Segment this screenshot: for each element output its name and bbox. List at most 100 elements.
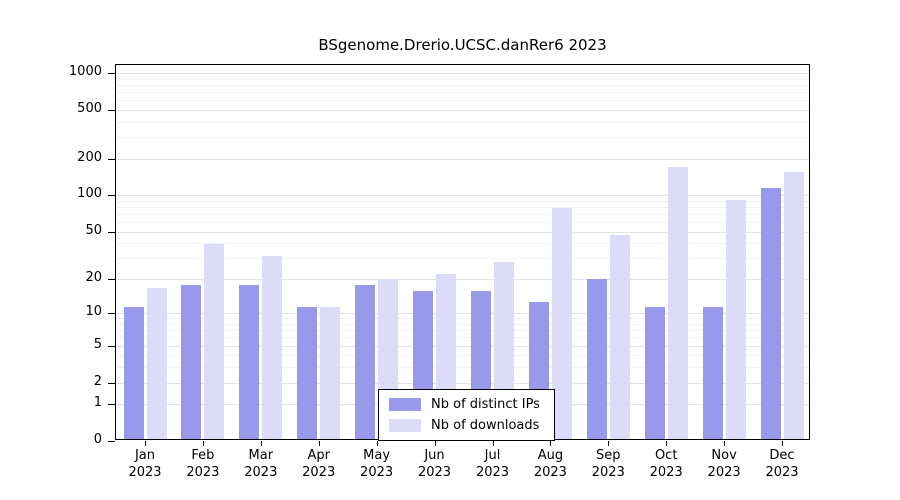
y-tick-mark — [108, 158, 115, 160]
legend-item-downloads: Nb of downloads — [389, 418, 540, 433]
legend-item-distinct-ips: Nb of distinct IPs — [389, 397, 540, 412]
legend-swatch-downloads — [389, 419, 421, 432]
y-tick-mark — [108, 73, 115, 74]
x-tick-mark — [492, 441, 494, 446]
major-gridline — [116, 158, 809, 160]
bar-downloads — [783, 171, 804, 439]
bar-distinct-ips — [355, 285, 376, 439]
x-tick-mark — [550, 441, 552, 446]
x-tick-mark — [608, 441, 610, 446]
major-gridline — [116, 313, 809, 315]
bar-distinct-ips — [297, 306, 318, 439]
x-tick-mark — [434, 441, 436, 446]
minor-gridline — [116, 243, 809, 245]
legend-swatch-distinct-ips — [389, 398, 421, 411]
y-tick-label: 1000 — [68, 64, 102, 79]
major-gridline — [116, 231, 809, 233]
minor-gridline — [116, 355, 809, 357]
y-tick-label: 2 — [93, 373, 102, 389]
minor-gridline — [116, 330, 809, 332]
x-tick-label: Nov 2023 — [707, 448, 741, 480]
bar-downloads — [204, 243, 225, 439]
bar-downloads — [320, 306, 341, 439]
major-gridline — [116, 73, 809, 74]
major-gridline — [116, 109, 809, 111]
bar-downloads — [609, 235, 630, 439]
x-tick-mark — [376, 441, 378, 446]
x-tick-label: Sep 2023 — [591, 448, 625, 480]
x-tick-label: Jul 2023 — [475, 448, 510, 480]
bar-downloads — [146, 288, 167, 439]
plot-area: Nb of distinct IPs Nb of downloads 0 1 2 5 1… — [69, 64, 810, 480]
chart-title: BSgenome.Drerio.UCSC.danRer6 2023 — [318, 36, 607, 54]
legend-label-distinct-ips: Nb of distinct IPs — [431, 397, 540, 412]
y-tick-mark — [108, 441, 115, 442]
y-tick-mark — [108, 345, 115, 347]
bar-distinct-ips — [702, 306, 723, 439]
bar-distinct-ips — [644, 306, 665, 439]
y-tick-label: 500 — [77, 100, 102, 116]
minor-gridline — [116, 206, 809, 208]
minor-gridline — [116, 324, 809, 325]
y-tick-mark — [108, 404, 115, 406]
x-tick-label: Mar 2023 — [244, 448, 278, 480]
y-tick-mark — [108, 109, 115, 111]
x-tick-mark — [782, 441, 783, 446]
x-tick-mark — [202, 441, 204, 446]
x-tick-mark — [318, 441, 320, 446]
x-tick-label: Jan 2023 — [128, 448, 162, 480]
y-tick-mark — [108, 231, 115, 233]
x-tick-label: Feb 2023 — [186, 448, 220, 480]
x-tick-label: Aug 2023 — [533, 448, 567, 480]
major-gridline — [116, 345, 809, 347]
bar-downloads — [667, 166, 688, 439]
minor-gridline — [116, 92, 809, 93]
y-tick-mark — [108, 382, 115, 384]
x-tick-mark — [666, 441, 668, 446]
minor-gridline — [116, 318, 809, 320]
y-tick-mark — [108, 278, 115, 280]
x-tick-label: Dec 2023 — [765, 448, 799, 480]
major-gridline — [116, 382, 809, 384]
bar-downloads — [262, 256, 283, 439]
minor-gridline — [116, 100, 809, 102]
bar-distinct-ips — [181, 285, 202, 439]
bar-distinct-ips — [239, 285, 260, 439]
x-tick-mark — [724, 441, 726, 446]
y-tick-label: 50 — [85, 222, 102, 238]
minor-gridline — [116, 337, 809, 339]
legend: Nb of distinct IPs Nb of downloads — [378, 389, 555, 441]
x-tick-label: Oct 2023 — [649, 448, 683, 480]
x-tick-label: Jun 2023 — [417, 448, 452, 480]
y-tick-mark — [108, 313, 115, 315]
minor-gridline — [116, 121, 809, 123]
y-tick-label: 100 — [77, 186, 102, 202]
minor-gridline — [116, 137, 809, 138]
minor-gridline — [116, 213, 809, 215]
x-tick-mark — [260, 441, 262, 446]
bar-downloads — [725, 199, 746, 439]
x-tick-mark — [145, 441, 146, 446]
y-tick-label: 1 — [93, 395, 102, 411]
major-gridline — [116, 195, 809, 197]
minor-gridline — [116, 200, 809, 202]
y-tick-label: 5 — [93, 336, 102, 352]
minor-gridline — [116, 258, 809, 260]
y-tick-mark — [108, 195, 115, 197]
bar-distinct-ips — [760, 188, 781, 439]
y-tick-label: 0 — [93, 432, 102, 447]
bar-distinct-ips — [586, 279, 607, 439]
legend-label-downloads: Nb of downloads — [431, 418, 540, 433]
y-tick-label: 200 — [77, 149, 102, 165]
major-gridline — [116, 278, 809, 280]
minor-gridline — [116, 78, 809, 80]
minor-gridline — [116, 84, 809, 86]
x-tick-label: Apr 2023 — [302, 448, 336, 480]
bar-downloads — [551, 208, 572, 439]
minor-gridline — [116, 222, 809, 223]
x-tick-label: May 2023 — [360, 448, 394, 480]
minor-gridline — [116, 367, 809, 369]
y-tick-label: 20 — [85, 269, 102, 285]
y-tick-label: 10 — [85, 304, 102, 320]
